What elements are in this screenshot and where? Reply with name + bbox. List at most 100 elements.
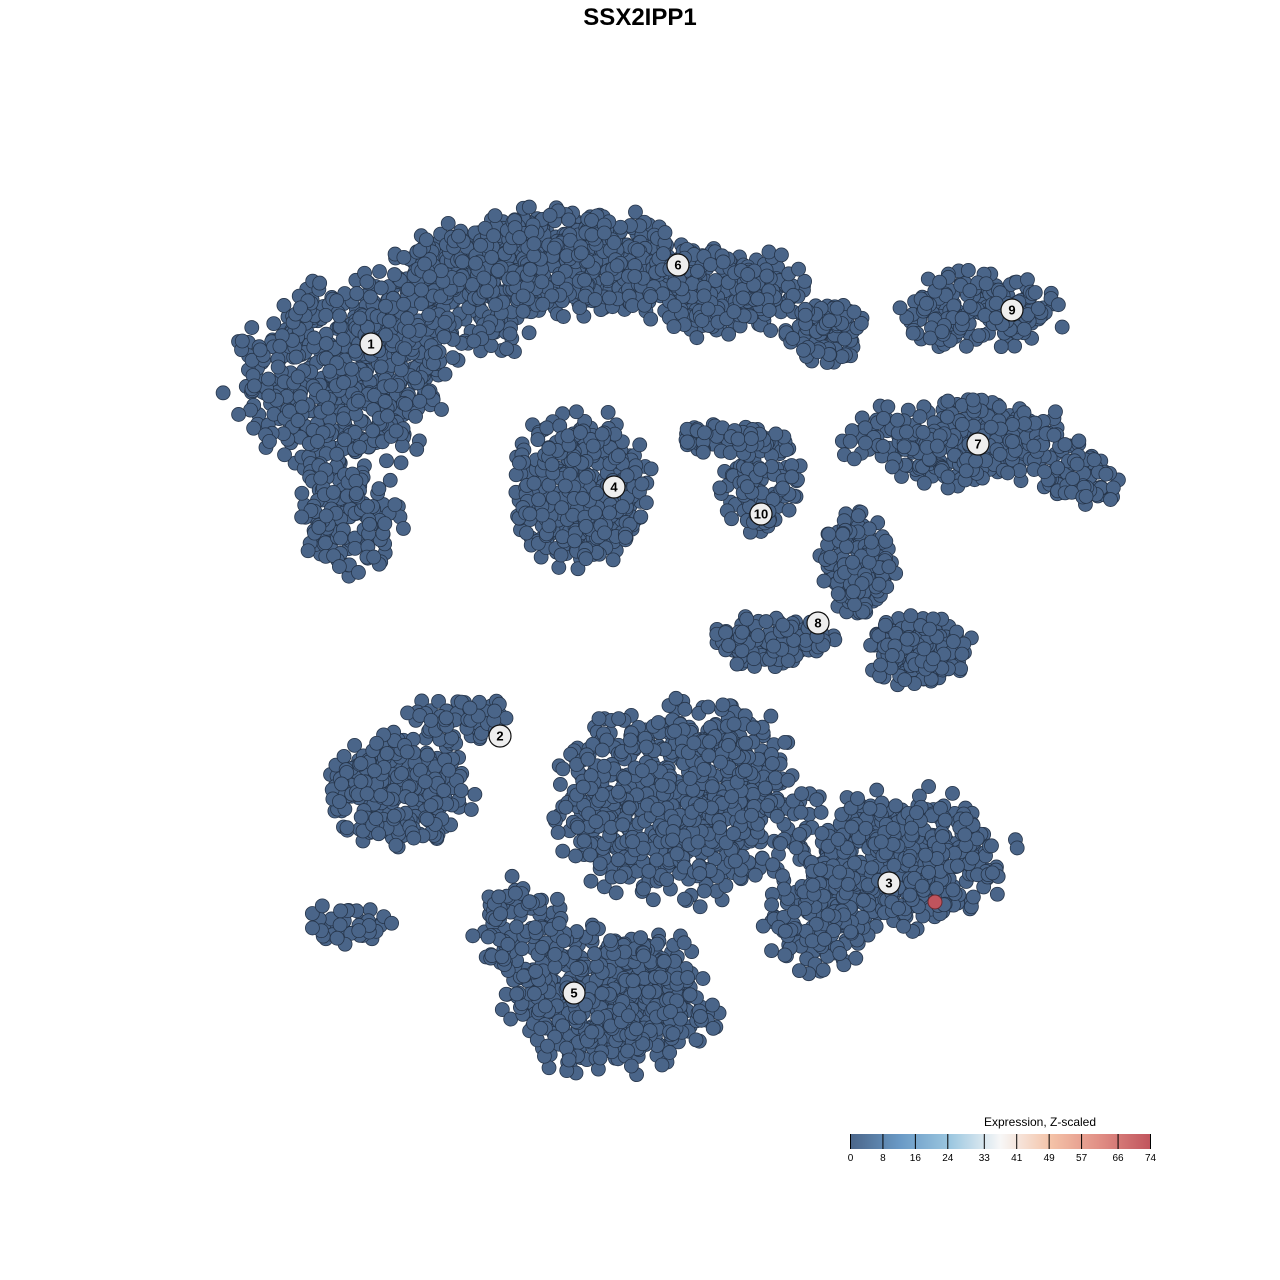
data-point: [638, 739, 654, 755]
data-point: [381, 313, 397, 329]
data-point: [643, 311, 659, 327]
data-point: [502, 326, 518, 342]
data-point: [730, 431, 746, 447]
data-point: [329, 293, 344, 309]
data-point: [641, 863, 657, 879]
data-point: [573, 245, 589, 261]
data-point: [764, 756, 780, 771]
data-point: [488, 297, 504, 313]
data-point: [404, 791, 420, 807]
data-point: [359, 274, 375, 290]
data-point: [747, 867, 763, 883]
data-point: [846, 451, 862, 467]
data-point: [821, 526, 837, 542]
data-point: [396, 249, 412, 265]
data-point: [560, 428, 576, 444]
data-point: [892, 300, 908, 316]
data-point: [962, 298, 978, 314]
data-point: [414, 282, 429, 298]
data-point: [588, 814, 604, 830]
data-point: [677, 891, 692, 907]
data-point: [231, 407, 247, 422]
data-point: [667, 723, 683, 739]
data-point: [813, 805, 829, 820]
data-point: [436, 783, 452, 798]
data-point: [605, 552, 621, 568]
data-point: [306, 330, 322, 346]
data-point: [617, 770, 633, 786]
data-point: [486, 228, 501, 244]
data-point: [587, 505, 603, 521]
data-point: [333, 903, 348, 919]
data-point: [834, 349, 850, 365]
data-point: [407, 370, 423, 386]
data-point: [246, 420, 262, 436]
data-point: [599, 271, 615, 287]
data-point: [759, 268, 775, 284]
data-point: [505, 270, 521, 286]
data-point: [835, 526, 851, 542]
data-point: [746, 720, 761, 736]
data-point: [634, 476, 650, 492]
data-point: [753, 461, 768, 477]
data-point: [409, 441, 425, 457]
data-point: [861, 554, 877, 570]
data-point: [1046, 427, 1062, 443]
data-point: [555, 843, 571, 859]
data-point: [473, 237, 488, 253]
data-point: [621, 800, 637, 816]
data-point: [830, 586, 846, 602]
data-point: [666, 276, 682, 292]
data-point: [610, 852, 626, 868]
data-point: [580, 751, 596, 767]
data-point: [561, 212, 577, 228]
data-point: [277, 447, 292, 463]
data-point: [377, 394, 393, 409]
data-point: [929, 438, 945, 454]
data-point: [954, 646, 970, 662]
data-point: [960, 262, 976, 278]
data-point: [763, 323, 779, 338]
data-point: [333, 530, 349, 546]
data-point: [583, 873, 599, 889]
data-point: [809, 792, 825, 808]
data-point: [399, 744, 415, 760]
data-point: [1078, 488, 1094, 504]
data-point: [750, 291, 766, 307]
data-point: [602, 290, 617, 306]
data-point: [318, 508, 334, 524]
data-point: [575, 491, 591, 506]
data-point: [636, 881, 651, 897]
data-point: [515, 288, 531, 304]
data-point: [781, 502, 797, 518]
data-point: [584, 212, 599, 228]
data-point: [627, 269, 643, 284]
data-point: [369, 735, 385, 751]
data-point: [332, 917, 348, 933]
data-point: [761, 303, 777, 318]
data-point: [380, 408, 395, 424]
data-point: [899, 424, 914, 440]
data-point: [437, 314, 453, 330]
data-point: [890, 412, 905, 428]
data-point: [965, 392, 981, 408]
data-point: [724, 511, 739, 527]
data-point: [312, 275, 328, 291]
data-point: [336, 375, 351, 390]
data-point: [329, 930, 345, 946]
chart-title: SSX2IPP1: [583, 4, 697, 31]
data-point: [440, 215, 456, 231]
data-point: [796, 342, 811, 358]
data-point: [539, 420, 555, 436]
data-point: [371, 826, 386, 842]
data-point: [775, 617, 791, 633]
data-point: [916, 475, 932, 491]
data-point: [739, 479, 755, 495]
data-point: [576, 833, 592, 849]
data-point: [557, 478, 573, 494]
data-point: [738, 735, 754, 751]
data-point: [734, 624, 750, 640]
data-point: [325, 484, 341, 500]
data-point: [613, 869, 628, 885]
data-point: [919, 295, 934, 311]
